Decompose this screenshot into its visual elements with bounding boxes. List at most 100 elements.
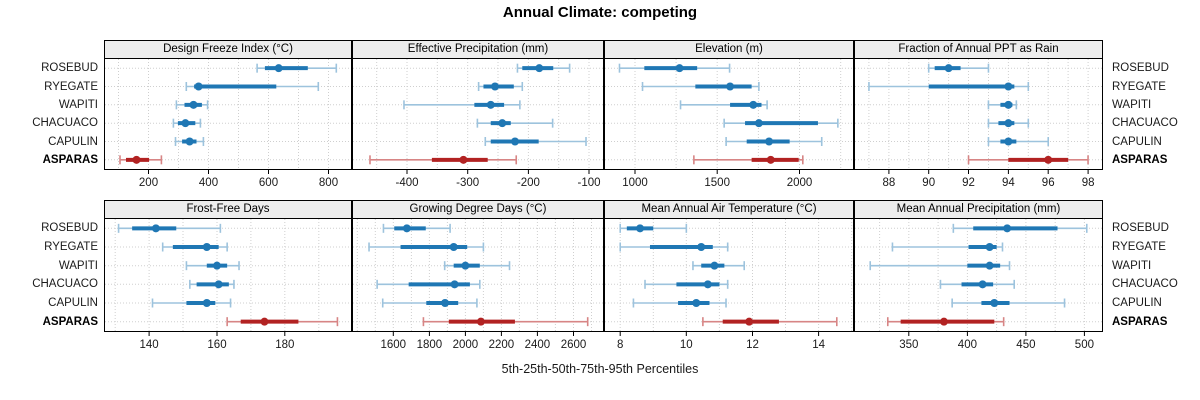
panel-effective-precipitation-mm: Effective Precipitation (mm) <box>352 40 604 170</box>
errorbar-rosebud <box>952 223 1088 233</box>
errorbar-chacuaco <box>644 279 729 289</box>
gridlines-vertical <box>868 59 1089 169</box>
gridlines-horizontal <box>855 67 1102 161</box>
errorbar-ryegate <box>161 242 228 252</box>
tick-label: 94 <box>1002 177 1015 189</box>
errorbar-ryegate <box>477 82 524 91</box>
panel-title: Effective Precipitation (mm) <box>353 41 603 59</box>
errorbar-chacuaco <box>376 279 481 289</box>
site-label-right-capulin: CAPULIN <box>1112 135 1162 148</box>
panel-design-freeze-index-c: Design Freeze Index (°C) <box>104 40 352 170</box>
tick-label: 400 <box>199 177 218 189</box>
tick-label: 1500 <box>704 177 730 189</box>
site-label-left-chacuaco: CHACUACO <box>32 117 98 130</box>
gridlines-vertical <box>634 59 842 169</box>
panel-plot <box>105 219 351 331</box>
errorbar-capulin <box>381 298 478 308</box>
gridlines-horizontal <box>353 67 603 161</box>
panel-mean-annual-air-temperature-c: Mean Annual Air Temperature (°C) <box>604 200 854 332</box>
site-label-right-wapiti: WAPITI <box>1112 98 1152 111</box>
errorbar-capulin <box>174 137 205 146</box>
tick-label: 500 <box>1075 339 1094 351</box>
errorbar-wapiti <box>679 100 768 110</box>
tick-label: 12 <box>746 339 759 351</box>
tick-label: 400 <box>958 339 977 351</box>
errorbar-asparas <box>422 317 589 327</box>
site-label-left-ryegate: RYEGATE <box>44 80 98 93</box>
gridlines-vertical <box>114 219 320 331</box>
site-label-right-rosebud: ROSEBUD <box>1112 62 1169 75</box>
gridlines-horizontal <box>605 67 853 161</box>
site-label-right-rosebud: ROSEBUD <box>1112 222 1169 235</box>
site-label-left-chacuaco: CHACUACO <box>32 278 98 291</box>
tick-label: 2600 <box>561 339 587 351</box>
tick-label: -300 <box>456 177 479 189</box>
axis-caption: 5th-25th-50th-75th-95th Percentiles <box>501 362 699 376</box>
panel-plot <box>353 219 603 331</box>
tick-label: 2200 <box>489 339 515 351</box>
errorbar-wapiti <box>443 261 511 271</box>
gridlines-horizontal <box>105 227 351 323</box>
gridlines-horizontal <box>353 227 603 323</box>
site-label-left-asparas: ASPARAS <box>42 153 98 166</box>
gridlines-vertical <box>376 59 590 169</box>
errorbar-rosebud <box>382 223 451 233</box>
panel-title: Design Freeze Index (°C) <box>105 41 351 59</box>
site-label-left-asparas: ASPARAS <box>42 315 98 328</box>
panel-plot <box>605 59 853 169</box>
errorbar-asparas <box>886 317 1005 327</box>
errorbar-wapiti <box>403 100 521 110</box>
errorbar-capulin <box>725 137 823 146</box>
errorbar-rosebud <box>117 223 222 233</box>
x-axis-mean-annual-precipitation-mm: 350 400 450 500 <box>899 332 1094 351</box>
tick-label: 140 <box>140 339 159 351</box>
errorbar-asparas <box>369 155 518 165</box>
tick-label: 98 <box>1082 177 1095 189</box>
tick-label: 1600 <box>381 339 407 351</box>
errorbar-wapiti <box>869 261 1011 271</box>
tick-label: 600 <box>259 177 278 189</box>
errorbar-wapiti <box>175 100 209 110</box>
site-label-right-chacuaco: CHACUACO <box>1112 117 1178 130</box>
errorbar-rosebud <box>619 223 688 233</box>
panel-title: Fraction of Annual PPT as Rain <box>855 41 1102 59</box>
site-label-right-wapiti: WAPITI <box>1112 259 1152 272</box>
errorbar-capulin <box>151 298 232 308</box>
tick-label: -400 <box>395 177 418 189</box>
site-label-left-capulin: CAPULIN <box>48 297 98 309</box>
tick-label: 14 <box>812 339 825 351</box>
errorbar-asparas <box>967 155 1089 165</box>
tick-label: -100 <box>577 177 600 189</box>
errorbar-asparas <box>119 155 163 165</box>
x-axis-elevation-m: 1000 1500 2000 <box>622 170 812 189</box>
errorbar-capulin <box>632 298 727 308</box>
gridlines-vertical <box>879 219 1085 331</box>
errorbar-ryegate <box>868 82 1030 91</box>
tick-label: 1800 <box>417 339 443 351</box>
errorbar-wapiti <box>692 261 746 271</box>
site-label-right-ryegate: RYEGATE <box>1112 241 1166 253</box>
tick-label: 1000 <box>622 177 648 189</box>
gridlines-vertical <box>356 219 592 331</box>
site-label-right-capulin: CAPULIN <box>1112 297 1162 309</box>
errorbar-ryegate <box>185 82 320 91</box>
tick-label: 200 <box>139 177 158 189</box>
errorbar-asparas <box>702 317 838 327</box>
site-label-left-wapiti: WAPITI <box>58 259 98 272</box>
gridlines-horizontal <box>105 67 351 161</box>
errorbar-ryegate <box>619 242 729 252</box>
errorbar-rosebud <box>516 63 571 73</box>
errorbar-asparas <box>693 155 804 165</box>
errorbar-rosebud <box>618 63 731 73</box>
site-label-left-ryegate: RYEGATE <box>44 241 98 253</box>
tick-label: 180 <box>275 339 294 351</box>
panel-title: Mean Annual Air Temperature (°C) <box>605 201 853 219</box>
tick-label: -200 <box>517 177 540 189</box>
errorbar-wapiti <box>185 261 240 271</box>
tick-label: 450 <box>1016 339 1035 351</box>
tick-label: 2400 <box>525 339 551 351</box>
site-label-right-ryegate: RYEGATE <box>1112 80 1166 93</box>
errorbar-chacuaco <box>723 118 839 128</box>
site-label-left-rosebud: ROSEBUD <box>41 62 98 75</box>
tick-label: 2000 <box>453 339 479 351</box>
